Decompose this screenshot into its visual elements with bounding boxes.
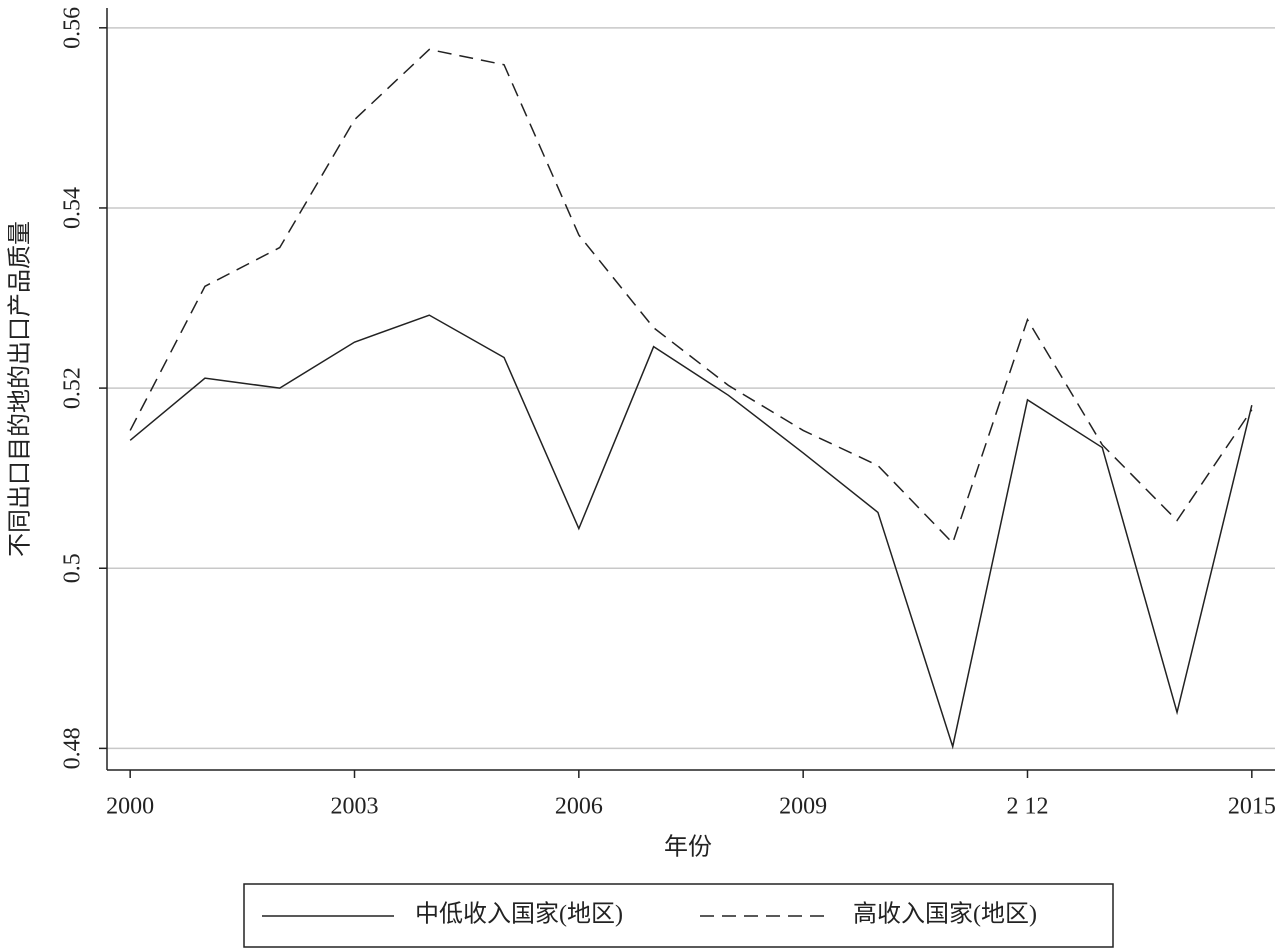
legend-box	[243, 883, 1114, 948]
y-tick-label: 0.5	[60, 553, 86, 583]
x-tick-label: 2000	[106, 794, 154, 820]
y-tick-label: 0.48	[60, 727, 86, 769]
x-tick-label: 2003	[331, 794, 379, 820]
x-axis-label: 年份	[664, 834, 712, 861]
y-axis-label: 不同出口目的地的出口产品质量	[7, 221, 34, 557]
legend-label: 高收入国家(地区)	[853, 901, 1037, 928]
y-tick-label: 0.54	[60, 187, 86, 229]
x-tick-label: 2015	[1228, 794, 1276, 820]
x-tick-label: 2 12	[1006, 794, 1048, 820]
x-tick-label: 2006	[555, 794, 603, 820]
legend-label: 中低收入国家(地区)	[415, 901, 623, 928]
y-tick-label: 0.56	[60, 7, 86, 49]
x-tick-label: 2009	[779, 794, 827, 820]
series-line	[129, 48, 1253, 545]
y-tick-label: 0.52	[60, 367, 86, 409]
series-line	[129, 314, 1253, 750]
